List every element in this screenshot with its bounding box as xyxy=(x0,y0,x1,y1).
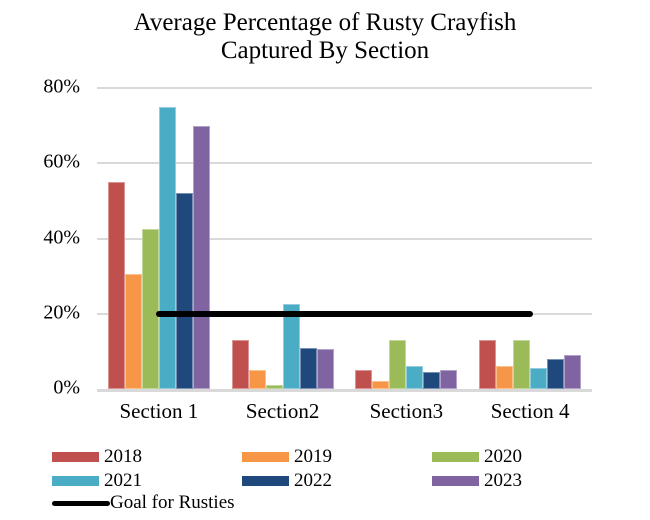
bar-2019-section3 xyxy=(372,381,390,389)
bar-2023-section-4 xyxy=(564,355,582,389)
legend-entry-2023: 2023 xyxy=(432,470,522,492)
legend-label-2018: 2018 xyxy=(104,446,142,467)
bar-2022-section2 xyxy=(299,347,317,389)
bar-2019-section2 xyxy=(248,370,266,389)
legend-swatch-2020 xyxy=(432,452,479,462)
legend-swatch-2023 xyxy=(432,476,479,486)
bar-2020-section2 xyxy=(265,385,283,389)
legend-entry-2022: 2022 xyxy=(242,470,332,492)
legend-label-2019: 2019 xyxy=(294,446,332,467)
gridline-80% xyxy=(97,87,592,89)
legend-entry-2020: 2020 xyxy=(432,446,522,468)
gridline-60% xyxy=(97,162,592,165)
legend-swatch-2021 xyxy=(52,476,99,486)
legend-label-2021: 2021 xyxy=(104,470,142,491)
bar-2022-section-1 xyxy=(175,193,193,389)
x-axis-label-section3: Section3 xyxy=(369,399,444,423)
gridline-40% xyxy=(97,237,592,240)
bar-2021-section-4 xyxy=(530,368,548,389)
goal-line xyxy=(155,310,534,317)
bar-2021-section2 xyxy=(282,304,300,389)
bar-2023-section3 xyxy=(440,370,458,389)
legend-swatch-2018 xyxy=(52,452,99,462)
legend-entry-2019: 2019 xyxy=(242,446,332,468)
bar-2019-section-1 xyxy=(124,274,142,389)
bar-2022-section3 xyxy=(423,372,441,389)
bar-2018-section3 xyxy=(355,370,373,389)
bar-2023-section2 xyxy=(316,349,334,389)
chart-title-line1: Average Percentage of Rusty Crayfish xyxy=(133,9,517,36)
legend-label-2022: 2022 xyxy=(294,470,332,491)
x-axis-label-section-1: Section 1 xyxy=(119,399,199,423)
bar-2019-section-4 xyxy=(496,366,514,389)
legend-label-goal: Goal for Rusties xyxy=(110,492,235,513)
bar-2018-section-1 xyxy=(107,182,125,389)
bar-2020-section-4 xyxy=(513,340,531,389)
bar-2018-section-4 xyxy=(479,340,497,389)
chart-title-line2: Captured By Section xyxy=(220,37,430,64)
legend-swatch-goal-line xyxy=(52,500,110,506)
legend-swatch-2022 xyxy=(242,476,289,486)
legend-label-2020: 2020 xyxy=(484,446,522,467)
legend-label-2023: 2023 xyxy=(484,470,522,491)
y-axis-label-20%: 20% xyxy=(43,301,80,324)
bar-2022-section-4 xyxy=(547,358,565,389)
gridline-0% xyxy=(97,388,592,392)
legend-entry-2018: 2018 xyxy=(52,446,142,468)
bar-2020-section-1 xyxy=(141,229,159,389)
bar-2018-section2 xyxy=(231,340,249,389)
y-axis-label-40%: 40% xyxy=(43,226,80,249)
legend-entry-2021: 2021 xyxy=(52,470,142,492)
bar-2021-section3 xyxy=(406,366,424,389)
y-axis-label-0%: 0% xyxy=(53,376,80,399)
legend-entry-goal: Goal for Rusties xyxy=(52,492,235,514)
x-axis-label-section2: Section2 xyxy=(245,399,320,423)
y-axis-label-60%: 60% xyxy=(43,150,80,173)
bar-2020-section3 xyxy=(389,340,407,389)
bar-2023-section-1 xyxy=(192,125,210,389)
legend-swatch-2019 xyxy=(242,452,289,462)
y-axis-label-80%: 80% xyxy=(43,75,80,98)
chart-title: Average Percentage of Rusty Crayfish Cap… xyxy=(0,9,650,65)
x-axis-label-section-4: Section 4 xyxy=(490,399,570,423)
bar-2021-section-1 xyxy=(158,106,176,389)
